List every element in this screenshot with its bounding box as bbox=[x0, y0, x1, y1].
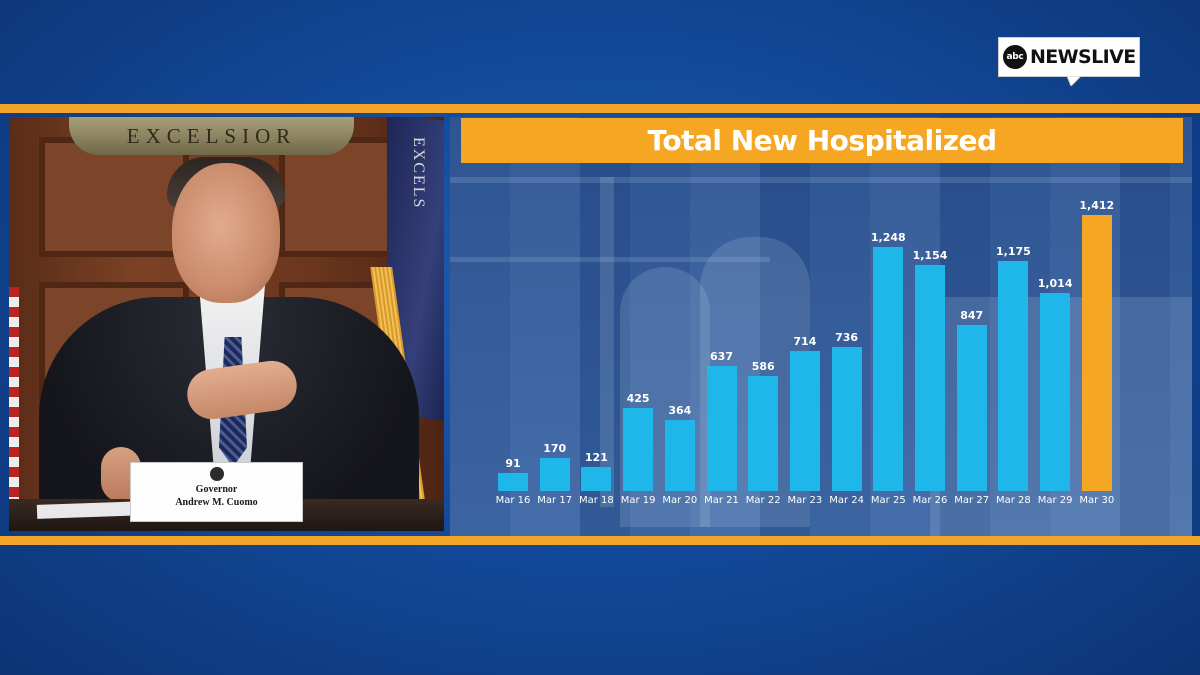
bar-mar-28 bbox=[998, 261, 1029, 491]
category-label: Mar 27 bbox=[954, 495, 990, 506]
speaker-face bbox=[172, 163, 280, 303]
category-label: Mar 21 bbox=[704, 495, 739, 506]
governor-nameplate: Governor Andrew M. Cuomo bbox=[130, 462, 303, 522]
bar-value-label: 586 bbox=[751, 360, 775, 374]
category-label: Mar 30 bbox=[1079, 495, 1115, 506]
bar-value-label: 425 bbox=[626, 391, 650, 405]
bottom-accent-stripe bbox=[0, 536, 1200, 545]
bar-mar-16 bbox=[498, 473, 528, 491]
bar-value-label: 637 bbox=[710, 350, 733, 364]
bar-value-label: 736 bbox=[835, 331, 859, 345]
category-label: Mar 26 bbox=[912, 495, 948, 506]
bar-mar-26 bbox=[915, 265, 945, 491]
state-seal-icon bbox=[209, 467, 224, 481]
bar-mar-21 bbox=[706, 366, 737, 491]
abc-circle-logo: abc bbox=[1003, 45, 1027, 69]
bar-mar-23 bbox=[789, 351, 820, 491]
bar-value-label: 1,154 bbox=[912, 249, 948, 263]
bar-value-label: 364 bbox=[668, 403, 692, 417]
bar-value-label: 1,014 bbox=[1037, 276, 1073, 290]
hospitalization-chart: Total New Hospitalized 91 Mar 16 170 Mar 17… bbox=[450, 117, 1192, 536]
bar-value-label: 121 bbox=[584, 451, 608, 465]
top-accent-stripe bbox=[0, 104, 1200, 113]
lab-column bbox=[600, 177, 614, 507]
category-label: Mar 29 bbox=[1037, 495, 1073, 506]
bar-value-label: 1,248 bbox=[870, 231, 906, 245]
bar-value-label: 714 bbox=[793, 335, 817, 349]
category-label: Mar 28 bbox=[996, 495, 1031, 506]
bar-mar-22 bbox=[748, 376, 779, 491]
abc-news-live-logo: abc NEWSLIVE bbox=[998, 37, 1140, 86]
category-label: Mar 17 bbox=[537, 495, 573, 506]
bar-mar-29 bbox=[1040, 292, 1071, 491]
wood-panel bbox=[279, 137, 399, 257]
news-live-text: NEWSLIVE bbox=[1030, 46, 1136, 68]
category-label: Mar 16 bbox=[495, 495, 531, 506]
flag-text: EXCELS bbox=[410, 137, 427, 210]
bar-mar-24 bbox=[831, 347, 862, 491]
category-label: Mar 25 bbox=[870, 495, 906, 506]
bar-mar-25 bbox=[873, 247, 904, 491]
bar-mar-19 bbox=[623, 407, 654, 491]
category-label: Mar 22 bbox=[745, 495, 781, 506]
bar-mar-27 bbox=[956, 325, 987, 491]
category-label: Mar 20 bbox=[662, 495, 698, 506]
bar-value-label: 1,175 bbox=[995, 245, 1031, 259]
category-label: Mar 24 bbox=[829, 495, 864, 506]
bar-value-label: 1,412 bbox=[1079, 199, 1115, 212]
bar-mar-18 bbox=[581, 467, 612, 491]
category-label: Mar 23 bbox=[787, 495, 823, 506]
press-conference-video: EXCELSIOR EXCELS Governor Andrew M. Cuom… bbox=[9, 117, 444, 531]
bar-value-label: 170 bbox=[543, 441, 567, 455]
category-label: Mar 18 bbox=[579, 495, 614, 506]
chart-title: Total New Hospitalized bbox=[461, 118, 1183, 163]
bar-value-label: 847 bbox=[960, 309, 984, 323]
lab-shelf bbox=[450, 257, 770, 262]
nameplate-name: Andrew M. Cuomo bbox=[175, 497, 258, 508]
nameplate-title: Governor bbox=[195, 484, 238, 495]
bar-mar-30 bbox=[1081, 215, 1112, 491]
bar-mar-17 bbox=[539, 457, 570, 491]
bar-value-label: 91 bbox=[505, 457, 521, 471]
us-flag bbox=[9, 287, 19, 531]
bar-mar-20 bbox=[664, 419, 695, 491]
logo-swoosh-icon bbox=[1067, 76, 1081, 86]
lab-shelf bbox=[450, 177, 1192, 183]
excelsior-seal: EXCELSIOR bbox=[69, 117, 354, 155]
category-label: Mar 19 bbox=[620, 495, 656, 506]
